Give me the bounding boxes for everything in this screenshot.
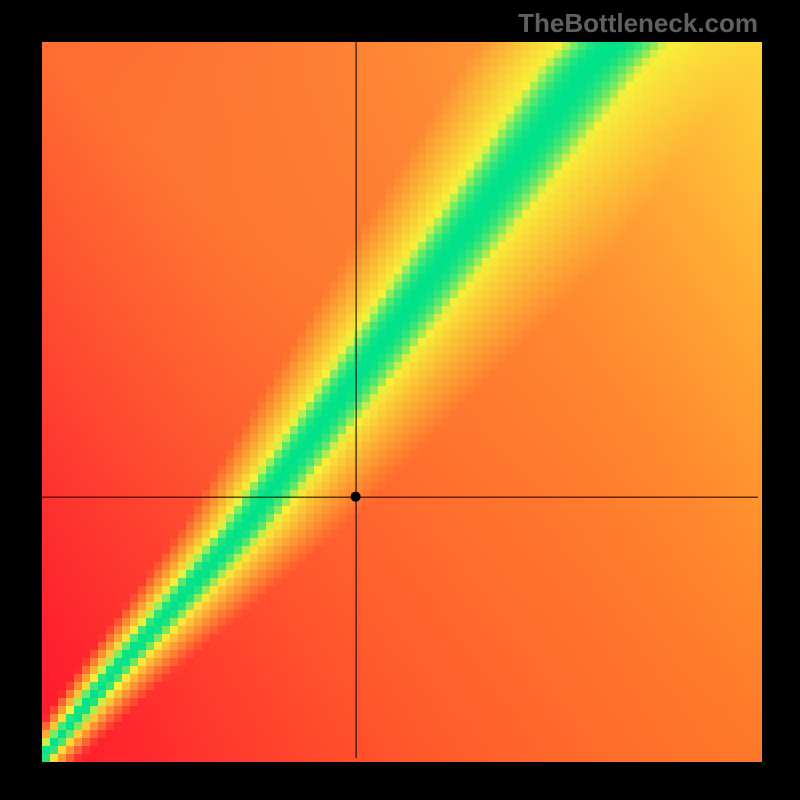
- watermark-text: TheBottleneck.com: [518, 8, 758, 39]
- chart-container: TheBottleneck.com: [0, 0, 800, 800]
- heatmap-canvas: [0, 0, 800, 800]
